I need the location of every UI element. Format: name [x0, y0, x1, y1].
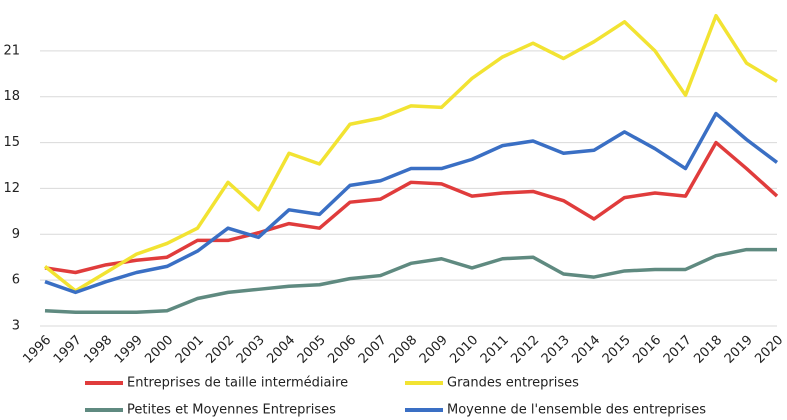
x-tick-label: 2010 [447, 333, 481, 367]
y-tick-label: 12 [3, 181, 20, 196]
legend-label: Petites et Moyennes Entreprises [127, 403, 336, 418]
line-series [44, 247, 777, 314]
x-tick-label: 2008 [386, 333, 420, 367]
x-tick-label: 2020 [752, 333, 786, 367]
x-tick-label: 1996 [20, 333, 54, 367]
x-tick-label: 2015 [600, 333, 634, 367]
y-tick-label: 21 [3, 43, 20, 58]
x-tick-label: 2003 [234, 333, 268, 367]
x-tick-label: 2014 [569, 333, 603, 367]
legend-label: Grandes entreprises [447, 376, 579, 391]
y-tick-label: 15 [3, 135, 20, 150]
legend-label: Moyenne de l'ensemble des entreprises [447, 403, 706, 418]
x-tick-label: 1997 [51, 333, 85, 367]
x-tick-label: 2005 [295, 333, 329, 367]
line-series [43, 13, 778, 293]
line-series [44, 111, 779, 295]
x-tick-label: 2013 [539, 333, 573, 367]
x-tick-label: 2001 [173, 333, 207, 367]
x-tick-label: 2004 [264, 333, 298, 367]
x-tick-label: 2012 [508, 333, 542, 367]
legend-label: Entreprises de taille intermédiaire [127, 376, 348, 391]
x-tick-label: 2002 [203, 333, 237, 367]
y-tick-label: 6 [12, 273, 20, 288]
x-tick-label: 1999 [112, 333, 146, 367]
y-tick-label: 3 [12, 319, 20, 334]
x-tick-label: 2007 [356, 333, 390, 367]
y-tick-label: 18 [3, 89, 20, 104]
y-tick-label: 9 [12, 227, 20, 242]
x-tick-label: 2006 [325, 333, 359, 367]
x-tick-label: 2018 [691, 333, 725, 367]
x-tick-label: 2019 [722, 333, 756, 367]
x-tick-label: 2016 [630, 333, 664, 367]
x-tick-label: 2017 [661, 333, 695, 367]
line-series [44, 140, 779, 275]
x-tick-label: 2009 [417, 333, 451, 367]
x-tick-label: 2000 [142, 333, 176, 367]
x-tick-label: 2011 [478, 333, 512, 367]
x-tick-label: 1998 [81, 333, 115, 367]
